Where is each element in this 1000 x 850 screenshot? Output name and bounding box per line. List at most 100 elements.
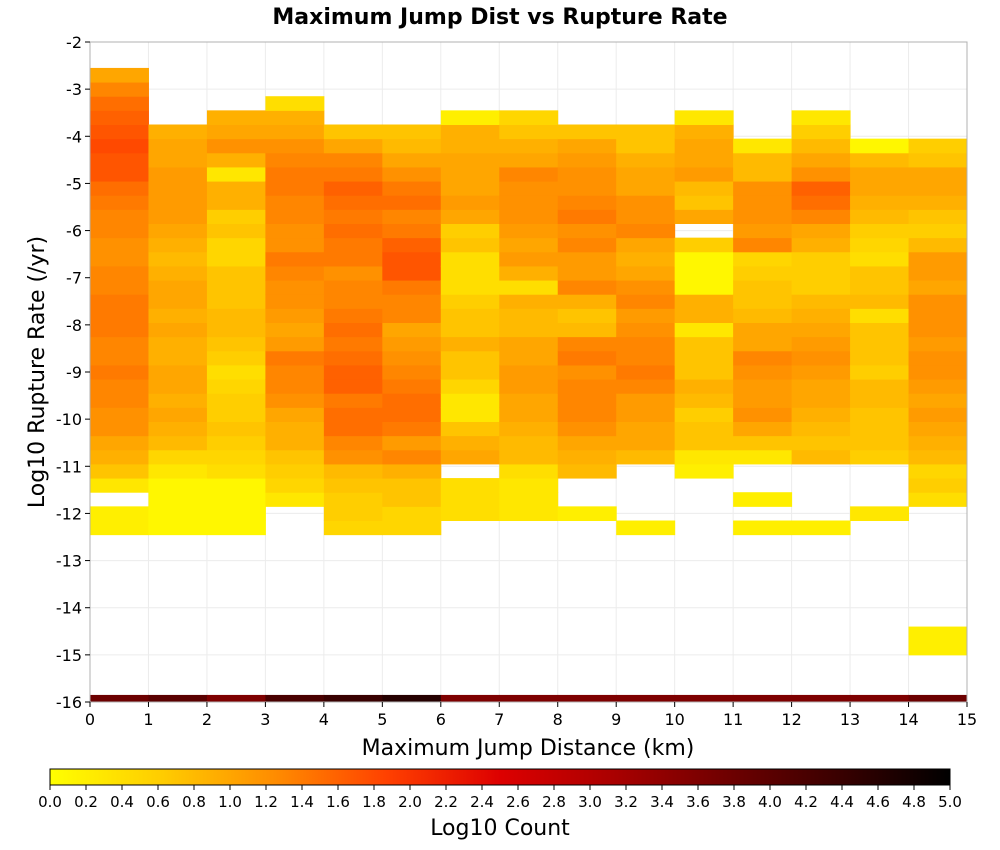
heatmap-cell [265,152,325,168]
heatmap-cell [499,449,559,465]
heatmap-cell [674,294,734,309]
heatmap-cell [908,407,968,422]
heatmap-cell [440,237,500,253]
heatmap-cell [499,209,559,224]
heatmap-cell [499,478,559,493]
colorbar-tick-label: 0.8 [182,793,206,811]
heatmap-cell [733,280,793,295]
colorbar-tick-label: 2.6 [506,793,530,811]
heatmap-cell [733,421,793,437]
heatmap-cell [323,421,383,437]
heatmap-cell [908,251,968,267]
heatmap-cell [791,449,851,465]
heatmap-cell [206,209,266,224]
heatmap-cell [90,350,149,366]
colorbar-tick-label: 1.2 [254,793,278,811]
heatmap-cell [206,251,266,267]
colorbar-tick-label: 2.2 [434,793,458,811]
y-tick-label: -2 [66,33,82,52]
heatmap-cell [206,350,266,366]
heatmap-cell [557,449,617,465]
colorbar-tick-label: 3.8 [722,793,746,811]
heatmap-cell [382,449,442,465]
heatmap-cell [850,407,910,422]
heatmap-cell [440,209,500,224]
heatmap-cell [440,506,500,521]
heatmap-cell [382,393,442,408]
heatmap-cell [733,520,793,536]
colorbar-tick-label: 1.8 [362,793,386,811]
heatmap-cell [616,237,676,253]
heatmap-cell [499,280,559,295]
heatmap-cell [791,308,851,323]
heatmap-cell [90,694,149,702]
heatmap-cell [323,350,383,366]
heatmap-cell [206,492,266,507]
heatmap-cell [90,364,149,380]
colorbar-tick-label: 3.4 [650,793,674,811]
y-tick-label: -16 [56,693,82,712]
heatmap-cell [323,308,383,323]
heatmap-cell [616,251,676,267]
heatmap-cell [206,694,266,702]
heatmap-cell [499,506,559,521]
heatmap-cell [791,407,851,422]
heatmap-cell [440,492,500,507]
heatmap-cell [733,350,793,366]
colorbar-tick-label: 4.2 [794,793,818,811]
heatmap-cell [440,336,500,352]
heatmap-cell [148,265,208,281]
heatmap-cell [557,181,617,196]
heatmap-cell [148,435,208,451]
heatmap-cell [850,308,910,323]
heatmap-cell [90,223,149,239]
heatmap-cell [499,237,559,253]
heatmap-cell [440,138,500,154]
heatmap-cell [908,237,968,253]
heatmap-cell [616,435,676,451]
heatmap-cell [323,251,383,267]
heatmap-cell [557,407,617,422]
colorbar-tick-label: 2.8 [542,793,566,811]
heatmap-cell [616,379,676,394]
colorbar-tick-label: 4.4 [830,793,854,811]
heatmap-cell [557,421,617,437]
heatmap-cell [674,421,734,437]
heatmap-cell [908,421,968,437]
heatmap-cell [148,463,208,479]
heatmap-cell [616,449,676,465]
heatmap-cell [90,166,149,182]
heatmap-cell [90,407,149,422]
heatmap-cell [323,336,383,352]
heatmap-cell [499,364,559,380]
heatmap-cell [908,492,968,507]
heatmap-cell [148,478,208,493]
heatmap-cell [557,506,617,521]
heatmap-cell [382,350,442,366]
heatmap-cell [206,181,266,196]
heatmap-cell [382,463,442,479]
y-tick-label: -13 [56,552,82,571]
heatmap-cell [265,449,325,465]
heatmap-cell [499,393,559,408]
heatmap-cell [90,96,149,111]
heatmap-cell [440,265,500,281]
heatmap-cell [557,308,617,323]
y-tick-label: -9 [66,363,82,382]
heatmap-cell [733,195,793,210]
heatmap-cell [440,435,500,451]
heatmap-cell [90,393,149,408]
heatmap-cell [90,209,149,224]
colorbar-tick-label: 1.0 [218,793,242,811]
x-tick-label: 9 [611,710,621,729]
x-tick-label: 8 [553,710,563,729]
heatmap-cell [791,223,851,239]
heatmap-cell [323,694,383,702]
x-tick-label: 14 [898,710,918,729]
heatmap-cell [382,124,442,140]
heatmap-cell [148,251,208,267]
y-tick-label: -6 [66,222,82,241]
x-tick-label: 4 [319,710,329,729]
heatmap-cell [499,124,559,140]
heatmap-cell [850,435,910,451]
